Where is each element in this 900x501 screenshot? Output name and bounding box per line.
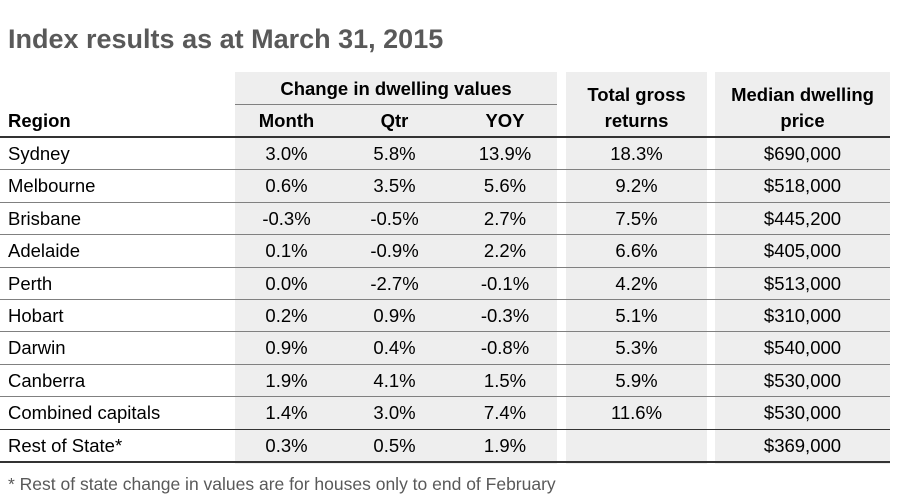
cell-total-gross: 4.2% bbox=[615, 272, 658, 294]
cell-yoy: 13.9% bbox=[478, 143, 532, 164]
cell-median-price: $445,200 bbox=[763, 207, 842, 229]
cell-yoy: 1.5% bbox=[483, 369, 527, 391]
cell-qtr: 3.5% bbox=[373, 175, 416, 197]
row-rule bbox=[0, 169, 890, 171]
cell-region: Darwin bbox=[8, 337, 66, 359]
cell-qtr: 0.5% bbox=[373, 434, 416, 456]
row-rule bbox=[0, 363, 890, 365]
cell-qtr: 4.1% bbox=[373, 369, 416, 391]
row-rule bbox=[0, 234, 890, 236]
cell-month: -0.3% bbox=[262, 207, 311, 229]
cell-region: Hobart bbox=[8, 305, 64, 326]
cell-total-gross: 5.9% bbox=[615, 369, 658, 391]
cell-region: Perth bbox=[8, 272, 53, 294]
row-rule bbox=[0, 396, 890, 398]
cell-total-gross: 18.3% bbox=[610, 143, 663, 164]
total-gross-header-line1: Total gross bbox=[587, 84, 686, 105]
cell-total-gross bbox=[566, 430, 707, 462]
cell-region: Sydney bbox=[8, 143, 70, 164]
total-gross-header-line2: returns bbox=[604, 110, 669, 131]
cell-month: 1.4% bbox=[265, 402, 308, 424]
cell-total-gross: 11.6% bbox=[610, 402, 663, 424]
cell-median-price: $405,000 bbox=[763, 240, 842, 262]
cell-median-price: $513,000 bbox=[763, 272, 842, 294]
cell-region: Combined capitals bbox=[8, 402, 161, 424]
cell-qtr: -0.5% bbox=[370, 207, 419, 229]
cell-yoy: 5.6% bbox=[483, 175, 527, 197]
median-header-line2: price bbox=[780, 110, 825, 131]
cell-total-gross: 7.5% bbox=[615, 207, 658, 229]
cell-month: 0.9% bbox=[265, 337, 308, 359]
cell-qtr: -0.9% bbox=[370, 240, 419, 262]
cell-region: Adelaide bbox=[8, 240, 81, 262]
month-header: Month bbox=[258, 110, 315, 131]
cell-yoy: -0.8% bbox=[480, 337, 530, 359]
cell-yoy: 2.2% bbox=[483, 240, 527, 262]
footnote: * Rest of state change in values are for… bbox=[8, 474, 556, 494]
cell-yoy: 1.9% bbox=[483, 434, 527, 456]
cell-yoy: -0.1% bbox=[480, 272, 530, 294]
cell-median-price: $518,000 bbox=[763, 175, 842, 197]
cell-qtr: 0.9% bbox=[373, 305, 416, 326]
cell-qtr: 0.4% bbox=[373, 337, 416, 359]
header-rule bbox=[0, 136, 890, 138]
cell-total-gross: 6.6% bbox=[615, 240, 658, 262]
cell-region: Rest of State* bbox=[8, 434, 123, 456]
cell-median-price: $310,000 bbox=[763, 305, 842, 326]
row-rule bbox=[0, 299, 890, 300]
region-header: Region bbox=[8, 110, 71, 131]
cell-median-price: $540,000 bbox=[763, 337, 842, 359]
cell-month: 0.1% bbox=[265, 240, 308, 262]
change-group-header: Change in dwelling values bbox=[280, 78, 512, 99]
cell-total-gross: 9.2% bbox=[615, 175, 658, 197]
row-rule bbox=[0, 428, 890, 431]
cell-region: Brisbane bbox=[8, 207, 82, 229]
cell-month: 0.6% bbox=[265, 175, 308, 197]
cell-total-gross: 5.3% bbox=[615, 337, 658, 359]
cell-region: Melbourne bbox=[8, 175, 96, 197]
group-header-rule bbox=[235, 104, 557, 105]
cell-median-price: $530,000 bbox=[763, 402, 842, 424]
cell-month: 1.9% bbox=[265, 369, 308, 391]
row-rule bbox=[0, 201, 890, 203]
cell-month: 0.2% bbox=[265, 305, 308, 326]
cell-qtr: 5.8% bbox=[373, 143, 416, 164]
cell-region: Canberra bbox=[8, 369, 86, 391]
cell-yoy: -0.3% bbox=[480, 305, 530, 326]
median-header-line1: Median dwelling bbox=[731, 84, 874, 105]
row-rule bbox=[0, 461, 890, 463]
cell-yoy: 2.7% bbox=[483, 207, 527, 229]
cell-yoy: 7.4% bbox=[483, 402, 527, 424]
cell-month: 0.0% bbox=[265, 272, 308, 294]
cell-month: 3.0% bbox=[265, 143, 308, 164]
cell-median-price: $690,000 bbox=[763, 143, 842, 164]
page-title: Index results as at March 31, 2015 bbox=[8, 24, 444, 54]
row-rule bbox=[0, 266, 890, 268]
cell-total-gross: 5.1% bbox=[615, 305, 658, 326]
row-rule bbox=[0, 331, 890, 333]
cell-month: 0.3% bbox=[265, 434, 308, 456]
yoy-header: YOY bbox=[485, 110, 525, 131]
cell-median-price: $369,000 bbox=[763, 434, 842, 456]
cell-qtr: -2.7% bbox=[370, 272, 419, 294]
qtr-header: Qtr bbox=[380, 110, 409, 131]
cell-median-price: $530,000 bbox=[763, 369, 842, 391]
cell-qtr: 3.0% bbox=[373, 402, 416, 424]
